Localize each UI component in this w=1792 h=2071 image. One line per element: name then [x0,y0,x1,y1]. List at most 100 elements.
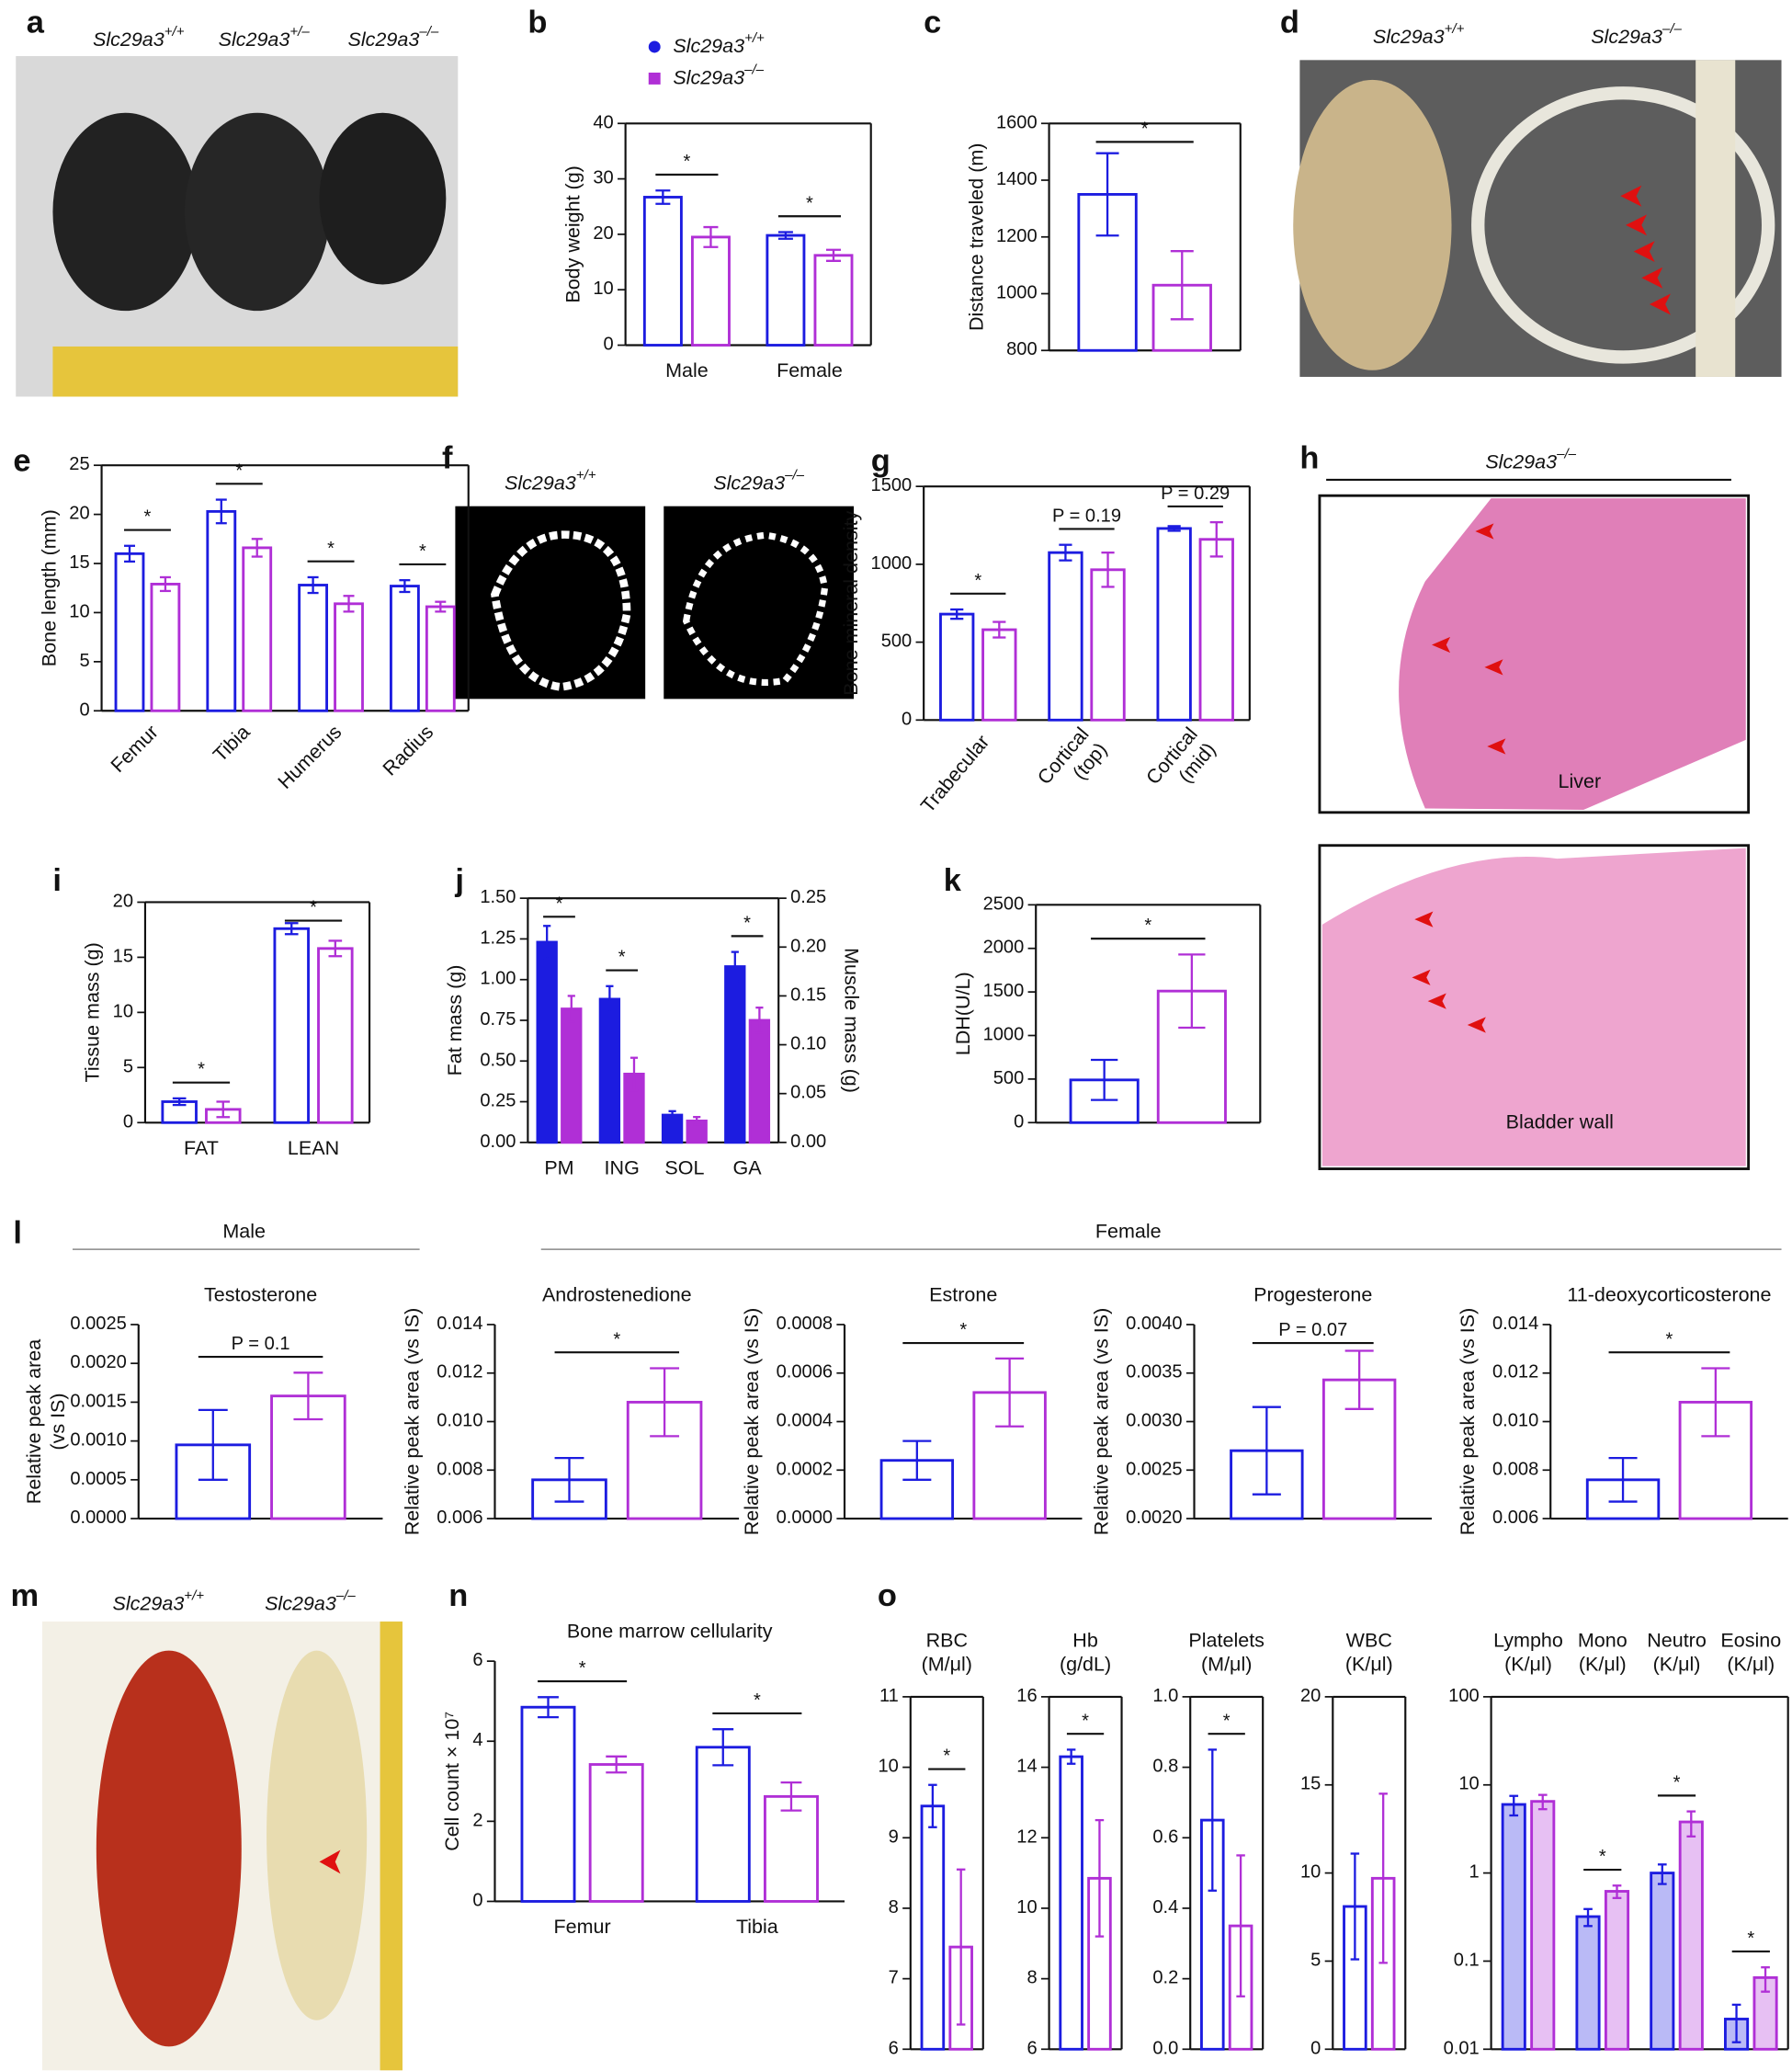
error-bar [172,1097,187,1107]
error-bar [606,984,614,1014]
y-tick-label: 0.0010 [70,1430,126,1451]
panel-letter: g [871,443,890,478]
error-bar [554,1456,584,1503]
y-tick-label: 10 [69,602,89,622]
error-bar [655,189,671,205]
y-tick-label: 2000 [983,938,1025,958]
significance-label: * [310,898,317,918]
error-bar [668,1109,676,1121]
genotype-label: Slc29a3–/– [348,24,439,50]
x-tick-label: Femur [107,721,163,777]
genotype-label: Slc29a3+/+ [505,468,596,494]
bar [920,1804,946,2051]
y-axis-label: Relative peak area (vs IS) [1090,1308,1112,1536]
chart-title: Estrone [929,1283,997,1305]
significance-label: * [1673,1773,1681,1793]
panel-letter: m [10,1578,39,1613]
y2-tick-label: 0.00 [790,1132,826,1152]
photo-d [1293,60,1782,377]
y-tick-label: 30 [593,168,613,188]
legend-label: Slc29a3+/+ [673,30,765,56]
panel-letter: d [1280,6,1299,40]
error-bar [307,575,319,595]
significance-label: * [419,541,426,562]
y-tick-label: 0.1 [1454,1951,1480,1971]
error-bar [1095,152,1119,237]
significance-label: * [579,1658,586,1678]
error-bar [1208,1748,1218,1892]
y-tick-label: 0.25 [480,1091,516,1111]
y-tick-label: 20 [113,892,133,912]
panel-letter: f [442,441,453,476]
tissue-label: Bladder wall [1506,1110,1614,1132]
y-tick-label: 15 [113,947,133,967]
bar [1156,527,1192,722]
error-bar [629,1056,639,1092]
error-bar [1701,1367,1730,1438]
y-tick-label: 0.0015 [70,1392,126,1412]
y-tick-label: 11 [879,1686,899,1706]
y-tick-label: 40 [593,113,613,133]
chart-title: Bone marrow cellularity [567,1620,773,1642]
bar [1501,1803,1526,2051]
panel-letter: h [1299,441,1319,476]
bar [939,612,975,722]
y-tick-label: 5 [1310,1951,1321,1971]
error-bar [1378,1792,1388,1964]
spine [1696,60,1736,377]
photo-a [16,56,459,397]
photo-m [41,1622,403,2071]
y-tick-label: 0.01 [1444,2039,1480,2059]
y-tick-label: 0.0030 [1126,1411,1182,1431]
y-tick-label: 0.012 [437,1362,482,1383]
y-tick-label: 1600 [996,113,1038,133]
y-tick-label: 6 [1026,2039,1037,2059]
mouse-carcass [267,1650,368,2020]
arrowhead [319,1849,341,1874]
bar [242,546,273,712]
chart-title: 11-deoxycorticosterone [1567,1283,1771,1305]
x-tick-label: Radius [379,721,437,779]
error-bar [693,1116,701,1126]
x-tick-label: Female [777,359,843,381]
error-bar [1170,250,1194,321]
error-bar [755,1007,764,1034]
bar [1048,551,1083,722]
y-tick-label: 0.0 [1152,2039,1178,2059]
y-tick-label: 0.014 [437,1314,482,1334]
bladder-tissue [1321,848,1746,1166]
error-bar [538,1696,559,1719]
significance-label: * [1666,1330,1673,1350]
y-tick-label: 10 [1458,1774,1479,1794]
x-tick-label: Femur [554,1916,611,1938]
y-tick-label: 0.014 [1492,1314,1538,1334]
y-axis-label: Body weight (g) [561,165,584,303]
error-bar [1350,1852,1360,1961]
chart-title: RBC (M/μl) [922,1629,972,1675]
bar [642,196,683,347]
significance-label: * [974,571,981,591]
y-tick-label: 1500 [871,475,913,495]
y-axis-label: Relative peak area (vs IS) [23,1339,69,1504]
error-bar [825,248,841,262]
y-tick-label: 0.0020 [70,1352,126,1372]
y-tick-label: 25 [69,454,89,474]
legend-label: Slc29a3–/– [673,63,764,88]
genotype-label: Slc29a3+/– [219,24,311,50]
y-tick-label: 2 [472,1811,482,1831]
y-tick-label: 0.0008 [777,1314,833,1334]
significance-label: * [613,1330,620,1350]
y-tick-label: 10 [879,1757,899,1777]
ruler [52,346,459,397]
y-tick-label: 0.00 [480,1132,516,1152]
significance-label: * [754,1690,761,1711]
y-tick-label: 10 [1300,1862,1321,1883]
ribs [1471,86,1775,364]
y-tick-label: 0.0002 [777,1460,833,1480]
y-tick-label: 0.0004 [777,1411,833,1431]
bar [317,947,354,1124]
significance-label: * [959,1320,967,1340]
error-bar [1509,1794,1519,1817]
bar [695,1746,751,1903]
y-tick-label: 0 [472,1891,482,1911]
